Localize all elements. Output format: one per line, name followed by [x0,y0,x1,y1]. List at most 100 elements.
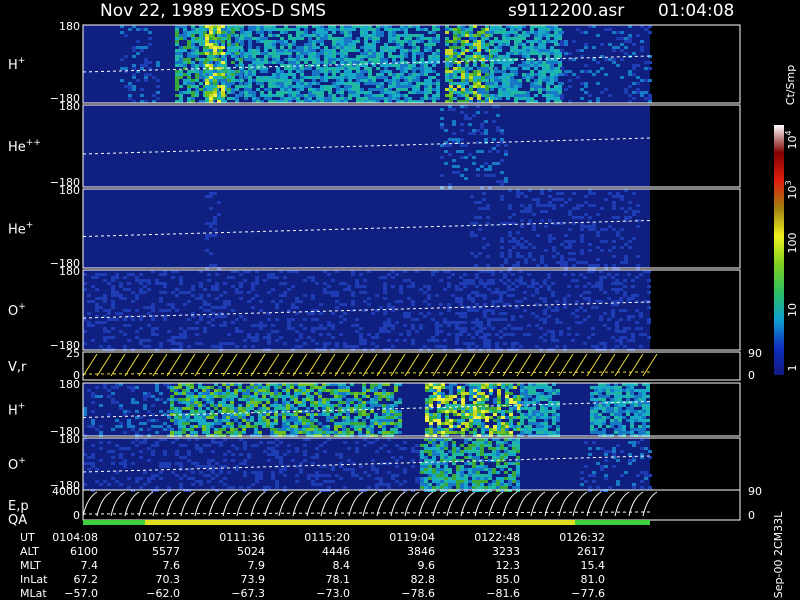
spectrogram-cell [148,73,152,76]
spectrogram-cell [340,58,344,61]
spectrogram-cell [272,43,276,46]
spectrogram-cell [95,297,99,300]
spectrogram-cell [356,88,360,91]
spectrogram-cell [548,219,552,222]
spectrogram-cell [190,398,194,401]
spectrogram-cell [564,234,568,237]
spectrogram-cell [494,79,498,82]
spectrogram-cell [469,395,473,398]
spectrogram-cell [494,40,498,43]
spectrogram-cell [364,46,368,49]
spectrogram-cell [398,422,402,425]
spectrogram-cell [300,52,304,55]
spectrogram-cell [611,309,615,312]
spectrogram-cell [572,58,576,61]
spectrogram-cell [568,52,572,55]
spectrogram-cell [526,100,530,103]
spectrogram-cell [115,383,119,386]
spectrogram-cell [477,55,481,58]
spectrogram-cell [344,43,348,46]
spectrogram-cell [296,79,300,82]
spectrogram-cell [238,386,242,389]
spectrogram-cell [312,58,316,61]
spectrogram-cell [382,431,386,434]
spectrogram-cell [453,40,457,43]
spectrogram-cell [499,318,503,321]
spectrogram-cell [107,413,111,416]
spectrogram-cell [298,401,302,404]
spectrogram-cell [179,73,183,76]
spectrogram-cell [288,82,292,85]
spectrogram-cell [256,46,260,49]
spectrogram-cell [148,61,152,64]
spectrogram-cell [132,88,136,91]
spectrogram-cell [568,213,572,216]
spectrogram-cell [340,43,344,46]
spectrogram-cell [592,204,596,207]
spectrogram-cell [258,416,262,419]
spectrogram-cell [382,428,386,431]
spectrogram-cell [248,94,252,97]
spectrogram-cell [320,94,324,97]
spectrogram-cell [563,345,567,348]
spectrogram-cell [394,383,398,386]
spectrogram-cell [352,64,356,67]
spectrogram-cell [159,273,163,276]
spectrogram-cell [227,43,231,46]
spectrogram-cell [322,401,326,404]
panel-label: O+ [8,302,26,319]
spectrogram-cell [457,422,461,425]
spectrogram-cell [213,88,217,91]
spectrogram-cell [408,76,412,79]
spectrogram-cell [445,76,449,79]
spectrogram-cell [194,425,198,428]
spectrogram-cell [497,410,501,413]
spectrogram-cell [209,49,213,52]
spectrogram-cell [136,52,140,55]
spectrogram-cell [538,40,542,43]
spectrogram-cell [453,58,457,61]
spectrogram-cell [304,94,308,97]
spectrogram-cell [258,410,262,413]
spectrogram-cell [221,85,225,88]
spectrogram-cell [490,64,494,67]
spectrogram-cell [448,183,452,186]
spectrogram-cell [328,58,332,61]
spectrogram-cell [453,37,457,40]
spectrogram-cell [520,383,524,386]
spectrogram-cell [475,324,479,327]
spectrogram-cell [479,294,483,297]
spectrogram-cell [296,70,300,73]
spectrogram-cell [453,410,457,413]
spectrogram-cell [294,425,298,428]
spectrogram-cell [441,392,445,395]
spectrogram-cell [339,315,343,318]
spectrogram-cell [496,150,500,153]
spectrogram-cell [428,46,432,49]
spectrogram-cell [463,306,467,309]
spectrogram-cell [206,392,210,395]
spectrogram-cell [568,198,572,201]
spectrogram-cell [424,49,428,52]
spectrogram-cell [492,105,496,108]
spectrogram-cell [382,410,386,413]
spectrogram-cell [258,386,262,389]
spectrogram-cell [271,324,275,327]
spectrogram-cell [284,73,288,76]
spectrogram-cell [379,306,383,309]
spectrogram-cell [554,97,558,100]
spectrogram-cell [340,82,344,85]
spectrogram-cell [522,37,526,40]
spectrogram-cell [396,97,400,100]
spectrogram-cell [514,88,518,91]
spectrogram-cell [311,312,315,315]
spectrogram-cell [538,49,542,52]
spectrogram-cell [252,70,256,73]
spectrogram-cell [524,386,528,389]
spectrogram-cell [396,94,400,97]
spectrogram-cell [502,79,506,82]
spectrogram-cell [473,61,477,64]
spectrogram-cell [524,398,528,401]
spectrogram-cell [363,285,367,288]
spectrogram-cell [324,34,328,37]
